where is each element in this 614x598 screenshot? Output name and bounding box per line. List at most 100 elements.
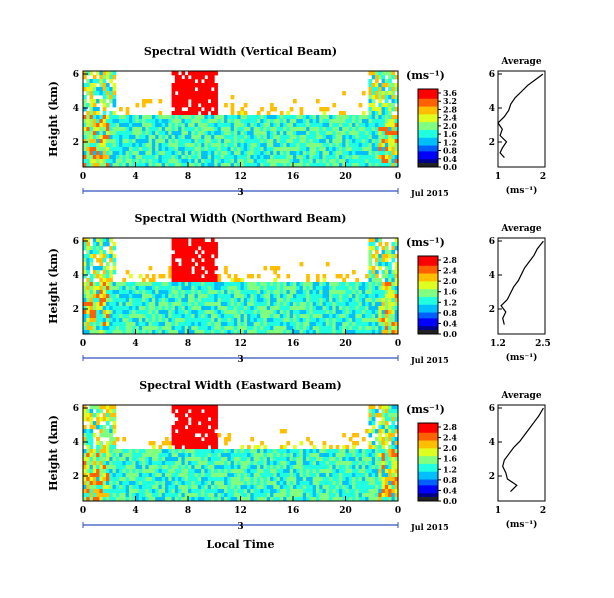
heatmap-cell [145, 314, 150, 319]
heatmap-cell [201, 278, 205, 283]
heatmap-cell [237, 310, 241, 315]
heatmap-cell [273, 266, 277, 271]
heatmap-cell [230, 473, 235, 478]
heatmap-cell [266, 290, 271, 295]
heatmap-cell [279, 330, 284, 335]
heatmap-cell [92, 87, 97, 92]
heatmap-cell [102, 266, 107, 271]
heatmap-cell [391, 135, 396, 140]
heatmap-cell [233, 282, 238, 287]
heatmap-cell [276, 453, 281, 458]
heatmap-cell [178, 127, 182, 132]
heatmap-cell [122, 469, 127, 474]
heatmap-cell [171, 147, 176, 152]
heatmap-cell [237, 155, 241, 160]
heatmap-cell [109, 445, 113, 450]
heatmap-cell [361, 115, 366, 120]
heatmap-cell [342, 139, 346, 144]
heatmap-cell [394, 127, 399, 132]
heatmap-cell [368, 314, 373, 319]
heatmap-cell [197, 477, 202, 482]
colorbar-swatch [418, 98, 438, 102]
heatmap-cell [210, 131, 215, 136]
heatmap-cell [338, 290, 343, 295]
heatmap-cell [145, 477, 150, 482]
heatmap-cell [361, 282, 366, 287]
heatmap-cell [263, 477, 268, 482]
heatmap-cell [394, 445, 399, 450]
heatmap-cell [138, 159, 143, 164]
heatmap-cell [355, 330, 360, 335]
heatmap-cell [283, 489, 287, 494]
heatmap-cell [332, 465, 337, 470]
heatmap-cell [384, 246, 389, 251]
heatmap-cell [365, 139, 369, 144]
heatmap-cell [227, 318, 232, 323]
heatmap-cell [394, 155, 399, 160]
heatmap-cell [142, 103, 146, 108]
heatmap-cell [378, 441, 382, 446]
heatmap-cell [197, 286, 202, 291]
heatmap-cell [315, 489, 320, 494]
heatmap-cell [273, 163, 277, 168]
heatmap-cell [151, 322, 156, 327]
heatmap-cell [394, 469, 399, 474]
heatmap-cell [384, 282, 389, 287]
heatmap-cell [240, 449, 245, 454]
heatmap-cell [168, 441, 172, 446]
heatmap-cell [224, 441, 228, 446]
heatmap-cell [283, 481, 287, 486]
heatmap-cell [105, 151, 110, 156]
heatmap-cell [342, 497, 346, 502]
heatmap-cell [247, 286, 251, 291]
heatmap-cell [365, 330, 369, 335]
heatmap-cell [375, 250, 379, 255]
heatmap-cell [155, 147, 159, 152]
heatmap-cell [355, 294, 360, 299]
heatmap-cell [293, 453, 297, 458]
heatmap-cell [119, 286, 123, 291]
heatmap-cell [253, 445, 258, 450]
heatmap-cell [188, 270, 192, 275]
heatmap-cell [391, 322, 396, 327]
heatmap-cell [204, 314, 209, 319]
heatmap-cell [181, 238, 186, 243]
colorbar-swatch [418, 89, 438, 92]
heatmap-cell [371, 107, 376, 112]
heatmap-cell [181, 298, 186, 303]
heatmap-cell [217, 477, 222, 482]
heatmap-cell [96, 465, 100, 470]
heatmap-cell [345, 326, 350, 331]
heatmap-cell [263, 473, 268, 478]
heatmap-cell [388, 290, 392, 295]
heatmap-cell [273, 326, 277, 331]
heatmap-cell [250, 489, 255, 494]
heatmap-cell [375, 151, 379, 156]
heatmap-cell [125, 465, 130, 470]
heatmap-cell [381, 83, 386, 88]
heatmap-cell [299, 489, 304, 494]
heatmap-cell [345, 115, 350, 120]
heatmap-cell [115, 306, 120, 311]
heatmap-cell [325, 457, 330, 462]
heatmap-cell [89, 314, 94, 319]
heatmap-cell [161, 493, 166, 498]
heatmap-cell [148, 278, 153, 283]
heatmap-cell [174, 83, 179, 88]
heatmap-cell [96, 437, 100, 442]
heatmap-cell [227, 306, 232, 311]
heatmap-cell [125, 310, 130, 315]
heatmap-cell [112, 441, 117, 446]
heatmap-cell [371, 155, 376, 160]
heatmap-cell [365, 143, 369, 148]
heatmap-cell [293, 115, 297, 120]
heatmap-cell [201, 135, 205, 140]
heatmap-cell [342, 481, 346, 486]
heatmap-cell [165, 481, 169, 486]
heatmap-cell [115, 469, 120, 474]
heatmap-cell [201, 481, 205, 486]
heatmap-cell [296, 155, 300, 160]
heatmap-cell [201, 417, 205, 422]
heatmap-cell [286, 286, 291, 291]
heatmap-cell [391, 159, 396, 164]
